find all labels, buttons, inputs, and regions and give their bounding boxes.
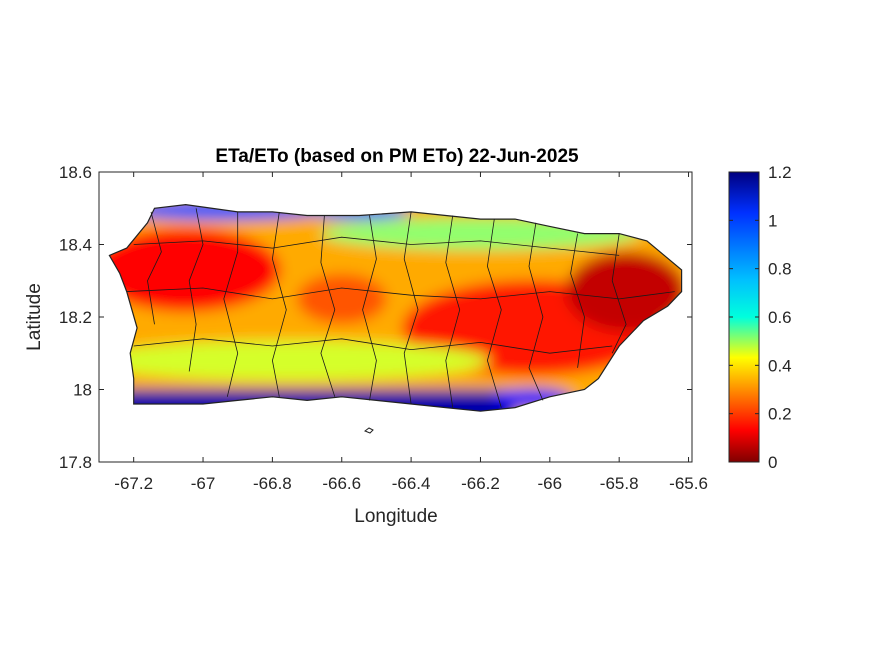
colorbar-tick-label: 1.2 — [768, 163, 792, 182]
island-outline — [108, 203, 683, 412]
x-tick-label: -66.4 — [392, 474, 431, 493]
x-tick-label: -67 — [191, 474, 216, 493]
colorbar-tick-label: 1 — [768, 211, 777, 230]
colorbar-tick-label: 0.6 — [768, 308, 792, 327]
plot-area: -67.2 -67 -66.8 -66.6 -66.4 -66.2 -66 -65.8 -65.… — [59, 163, 708, 493]
colorbar-tick-label: 0.4 — [768, 356, 792, 375]
x-axis-label: Longitude — [354, 506, 437, 527]
colorbar-gradient — [728, 171, 760, 463]
x-tick-label: -65.8 — [600, 474, 639, 493]
x-tick-label: -66 — [538, 474, 563, 493]
x-tick-label: -65.6 — [669, 474, 708, 493]
y-axis-ticks: 17.8 18 18.2 18.4 18.6 — [59, 163, 692, 472]
chart-title: ETa/ETo (based on PM ETo) 22-Jun-2025 — [215, 146, 579, 167]
y-axis-label: Latitude — [24, 283, 45, 351]
colorbar-ticks: 0 0.2 0.4 0.6 0.8 1 1.2 — [729, 163, 792, 472]
x-tick-label: -66.6 — [322, 474, 361, 493]
x-axis-ticks: -67.2 -67 -66.8 -66.6 -66.4 -66.2 -66 -65.8 -65.… — [114, 172, 708, 493]
colorbar: 0 0.2 0.4 0.6 0.8 1 1.2 — [728, 163, 792, 472]
colorbar-tick-label: 0.2 — [768, 405, 792, 424]
municipality-boundaries — [126, 208, 675, 408]
x-tick-label: -66.8 — [253, 474, 292, 493]
caja-de-muertos-islet — [363, 427, 374, 434]
colorbar-tick-label: 0 — [768, 453, 777, 472]
y-tick-label: 17.8 — [59, 453, 92, 472]
y-tick-label: 18.4 — [59, 236, 92, 255]
y-tick-label: 18.6 — [59, 163, 92, 182]
x-tick-label: -67.2 — [114, 474, 153, 493]
y-tick-label: 18 — [73, 381, 92, 400]
y-tick-label: 18.2 — [59, 308, 92, 327]
colorbar-tick-label: 0.8 — [768, 260, 792, 279]
x-tick-label: -66.2 — [461, 474, 500, 493]
